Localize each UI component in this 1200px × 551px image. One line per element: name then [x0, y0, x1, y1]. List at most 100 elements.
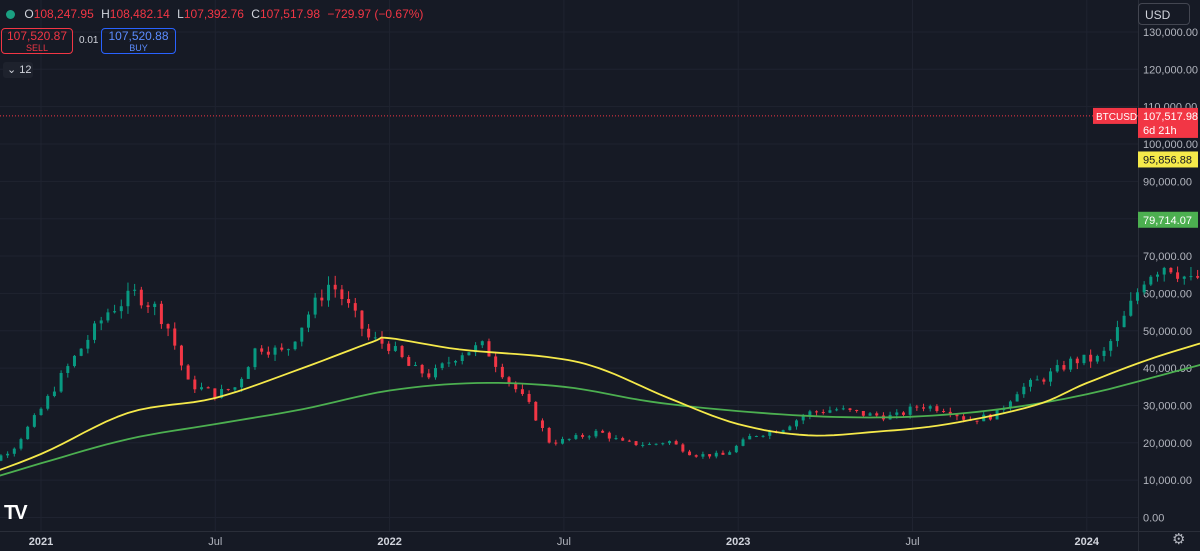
candle-body: [420, 364, 424, 374]
candle-body: [6, 453, 10, 456]
y-tick-label: 50,000.00: [1143, 326, 1192, 338]
candle-body: [594, 430, 598, 437]
candle-body: [12, 448, 16, 454]
x-tick-label: 2023: [726, 536, 750, 548]
y-tick-label: 100,000.00: [1143, 139, 1198, 151]
candle-body: [447, 362, 451, 364]
candle-body: [688, 451, 692, 456]
candle-body: [694, 455, 698, 457]
candle-body: [146, 305, 150, 308]
candle-body: [835, 409, 839, 411]
y-tick-label: 120,000.00: [1143, 64, 1198, 76]
open-key: O: [24, 7, 34, 21]
candle-body: [1196, 276, 1200, 278]
low-key: L: [177, 7, 184, 21]
candle-body: [1135, 292, 1139, 301]
candle-body: [306, 314, 310, 328]
y-tick-label: 60,000.00: [1143, 288, 1192, 300]
candle-body: [741, 439, 745, 446]
candle-body: [1089, 354, 1093, 362]
candle-body: [387, 343, 391, 351]
candle-body: [614, 438, 618, 440]
candle-body: [153, 303, 157, 308]
candle-body: [1189, 276, 1193, 278]
candle-body: [861, 410, 865, 416]
currency-selector[interactable]: USD: [1138, 3, 1190, 25]
candle-body: [266, 351, 270, 355]
candle-body: [1115, 327, 1119, 342]
y-tick-label: 40,000.00: [1143, 363, 1192, 375]
candle-body: [139, 289, 143, 306]
candle-body: [1149, 276, 1153, 285]
open-value: 108,247.95: [33, 7, 94, 21]
x-tick-label: Jul: [905, 536, 919, 548]
candle-body: [868, 413, 872, 416]
candle-body: [500, 366, 504, 378]
candle-body: [574, 435, 578, 439]
candle-body: [621, 438, 625, 441]
candle-body: [494, 356, 498, 367]
candle-body: [93, 323, 97, 340]
x-tick-label: Jul: [557, 536, 571, 548]
change-value: −729.97 (−0.67%): [327, 7, 424, 21]
candle-body: [534, 401, 538, 421]
symbol-label-bg: [1093, 107, 1137, 124]
candle-body: [1142, 284, 1146, 293]
buy-button[interactable]: 107,520.88 BUY: [101, 28, 176, 54]
candle-body: [460, 355, 464, 362]
candle-body: [213, 388, 217, 398]
candle-body: [1075, 358, 1079, 364]
candle-body: [467, 352, 471, 356]
candle-body: [801, 416, 805, 421]
candle-body: [855, 409, 859, 411]
candle-body: [754, 435, 758, 437]
y-tick-label: 20,000.00: [1143, 438, 1192, 450]
y-tick-label: 10,000.00: [1143, 475, 1192, 487]
interval-value: 12: [19, 64, 32, 76]
candle-body: [253, 348, 257, 368]
candle-body: [246, 367, 250, 379]
candle-body: [728, 452, 732, 455]
candle-body: [66, 366, 70, 373]
candle-body: [79, 348, 83, 356]
candle-body: [199, 387, 203, 390]
candle-body: [975, 420, 979, 422]
candle-body: [962, 416, 966, 420]
price-label: 107,517.98: [1143, 111, 1198, 123]
candle-body: [781, 430, 785, 434]
sell-button[interactable]: 107,520.87 SELL: [1, 28, 73, 54]
candle-body: [1055, 365, 1059, 372]
candle-body: [554, 442, 558, 444]
candle-body: [454, 361, 458, 363]
candle-body: [480, 341, 484, 346]
candle-body: [942, 411, 946, 413]
ma-slow-line: [0, 363, 1200, 477]
candle-body: [821, 412, 825, 414]
candle-body: [159, 303, 163, 325]
gear-icon[interactable]: ⚙: [1172, 531, 1186, 548]
candle-body: [179, 345, 183, 366]
candle-body: [367, 328, 371, 338]
candle-body: [761, 435, 765, 437]
candle-body: [520, 389, 524, 394]
candle-body: [380, 337, 384, 344]
candle-body: [1069, 358, 1073, 370]
candle-body: [1082, 354, 1086, 364]
candle-body: [1156, 274, 1160, 277]
spread-value: 0.01: [79, 35, 99, 46]
candle-body: [641, 444, 645, 446]
close-value: 107,517.98: [259, 7, 320, 21]
candle-body: [547, 427, 551, 443]
candle-body: [52, 391, 56, 397]
candle-body: [748, 436, 752, 440]
candle-body: [1008, 401, 1012, 409]
interval-selector[interactable]: ⌄ 12: [3, 62, 33, 78]
candle-body: [220, 389, 224, 398]
candle-body: [106, 312, 110, 321]
y-tick-label: 30,000.00: [1143, 400, 1192, 412]
x-tick-label: Jul: [208, 536, 222, 548]
buy-price: 107,520.88: [108, 29, 169, 43]
candle-body: [360, 310, 364, 329]
ma-fast-line: [0, 336, 1200, 471]
